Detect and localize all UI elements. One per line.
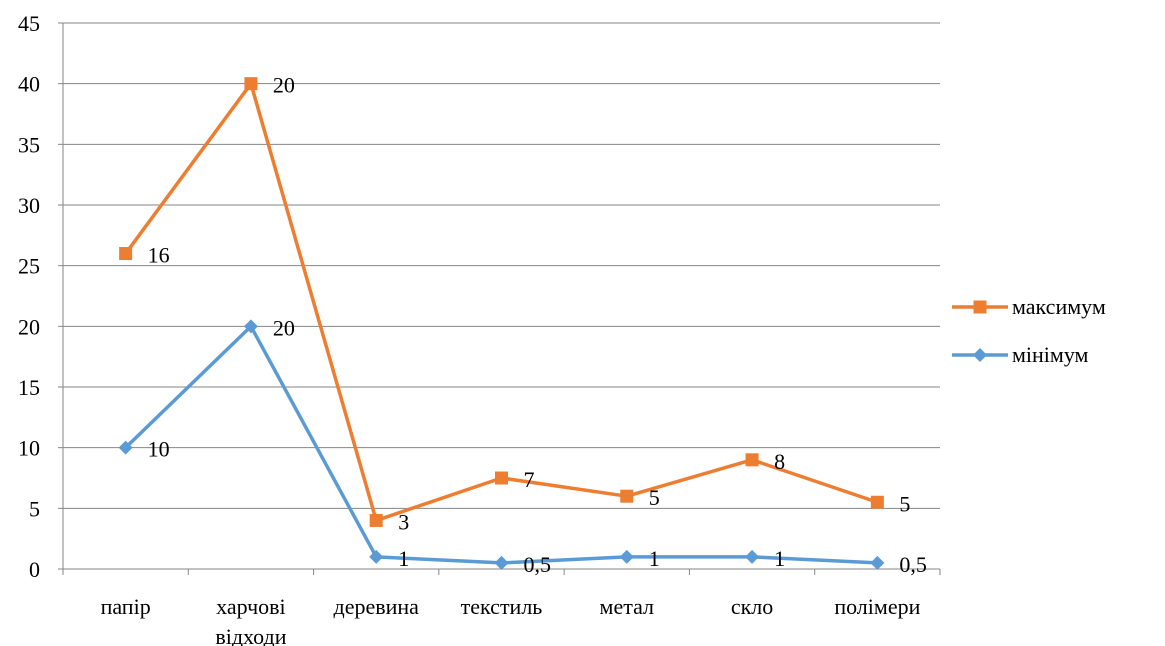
data-label: 7 [524, 467, 535, 492]
y-tick-label: 25 [18, 254, 40, 279]
x-tick-label: текстиль [461, 594, 543, 619]
data-label: 5 [899, 491, 910, 516]
data-point [118, 440, 133, 455]
data-point [369, 549, 384, 564]
series-line-максимум [124, 81, 878, 523]
data-label: 0,5 [899, 552, 927, 577]
data-label: 1 [649, 546, 660, 571]
x-tick-label: скло [731, 594, 773, 619]
data-label: 0,5 [524, 552, 552, 577]
data-point [870, 555, 885, 570]
y-tick-label: 40 [18, 72, 40, 97]
series-group [118, 77, 885, 570]
data-point [619, 549, 634, 564]
gridlines [63, 22, 940, 509]
legend: максимум мінімум [952, 294, 1106, 367]
y-axis: 0 5 10 15 20 25 30 35 40 45 [18, 11, 64, 582]
y-tick-label: 5 [29, 496, 40, 521]
legend-label: мінімум [1012, 342, 1089, 367]
y-tick-label: 10 [18, 436, 40, 461]
data-point [870, 495, 884, 509]
data-label: 10 [148, 437, 170, 462]
data-label: 20 [273, 73, 295, 98]
data-label: 20 [273, 315, 295, 340]
x-tick-label: полімери [834, 594, 920, 619]
legend-marker [973, 300, 987, 314]
y-tick-label: 15 [18, 375, 40, 400]
data-label: 1 [398, 546, 409, 571]
y-tick-label: 45 [18, 11, 40, 36]
data-label: 1 [774, 546, 785, 571]
data-point [745, 453, 759, 467]
x-axis: папір харчові відходи деревина текстиль метал… [62, 568, 941, 646]
data-label: 8 [774, 449, 785, 474]
data-point [244, 77, 258, 91]
data-point [243, 319, 258, 334]
x-tick-label: харчові відходи [215, 594, 286, 646]
x-tick-label: деревина [334, 594, 420, 619]
legend-marker [973, 348, 987, 362]
y-tick-label: 20 [18, 314, 40, 339]
y-tick-label: 35 [18, 132, 40, 157]
legend-label: максимум [1012, 294, 1106, 319]
data-point [745, 549, 760, 564]
x-tick-label: метал [600, 594, 655, 619]
x-tick-label: папір [101, 594, 151, 619]
data-point [495, 471, 508, 485]
series-line-мінімум [124, 324, 878, 565]
data-label: 3 [398, 509, 409, 534]
y-tick-label: 0 [29, 557, 40, 582]
data-label: 5 [649, 485, 660, 510]
data-labels: 10 20 1 0,5 1 1 0,5 16 20 3 7 5 8 5 [148, 73, 927, 577]
data-point [119, 247, 133, 261]
data-point [494, 555, 509, 570]
data-point [369, 513, 383, 527]
data-label: 16 [148, 243, 170, 268]
y-tick-label: 30 [18, 193, 40, 218]
data-point [620, 489, 634, 503]
